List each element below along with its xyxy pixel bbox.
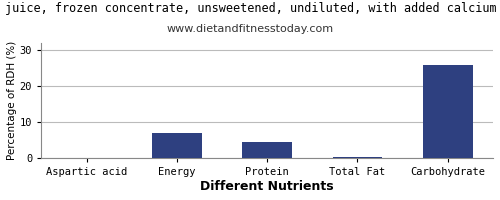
Y-axis label: Percentage of RDH (%): Percentage of RDH (%) bbox=[7, 41, 17, 160]
Text: www.dietandfitnesstoday.com: www.dietandfitnesstoday.com bbox=[166, 24, 334, 34]
Bar bbox=[152, 133, 202, 158]
X-axis label: Different Nutrients: Different Nutrients bbox=[200, 180, 334, 193]
Bar bbox=[242, 142, 292, 158]
Bar bbox=[423, 65, 472, 158]
Bar bbox=[332, 157, 382, 158]
Text: juice, frozen concentrate, unsweetened, undiluted, with added calcium p: juice, frozen concentrate, unsweetened, … bbox=[5, 2, 500, 15]
